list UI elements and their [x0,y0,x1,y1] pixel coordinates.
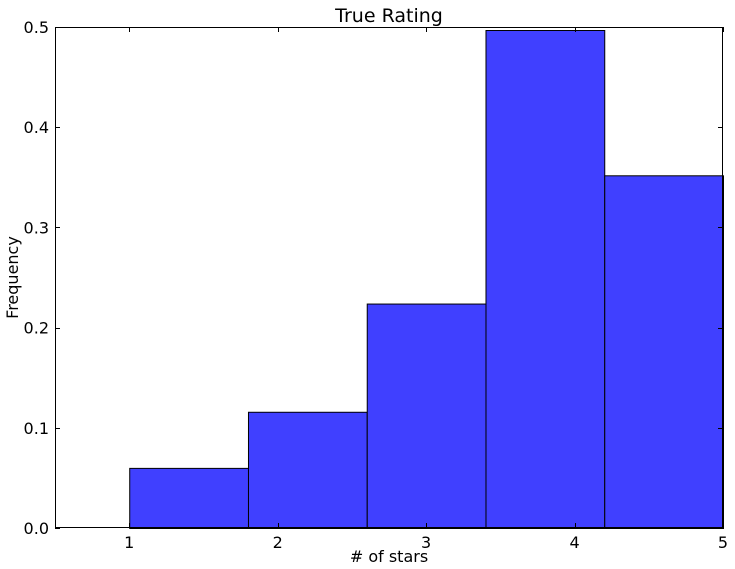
y-tick-label: 0.0 [24,519,49,538]
x-tick-label: 4 [569,533,579,552]
labels-layer: 1 2 3 4 5 0.0 0.1 0.2 0.3 0.4 0.5 [24,18,729,552]
bar-3 [366,303,487,529]
bar-1 [129,467,249,530]
bar-2 [247,411,368,530]
y-tick-label: 0.5 [24,18,49,37]
x-tick-label: 5 [718,533,728,552]
bar-5 [604,175,724,530]
y-tick-label: 0.2 [24,319,49,338]
bar-4 [485,30,606,529]
x-tick-label: 2 [273,533,283,552]
x-tick-label: 1 [124,533,134,552]
plot-frame [55,27,723,528]
y-tick-label: 0.3 [24,218,49,237]
y-tick-label: 0.1 [24,419,49,438]
y-tick-label: 0.4 [24,118,49,137]
x-axis-label: # of stars [350,547,428,566]
chart-title: True Rating [334,5,443,27]
y-axis-label: Frequency [3,236,22,319]
bars-layer [129,30,724,530]
x-tick-label: 3 [421,533,431,552]
